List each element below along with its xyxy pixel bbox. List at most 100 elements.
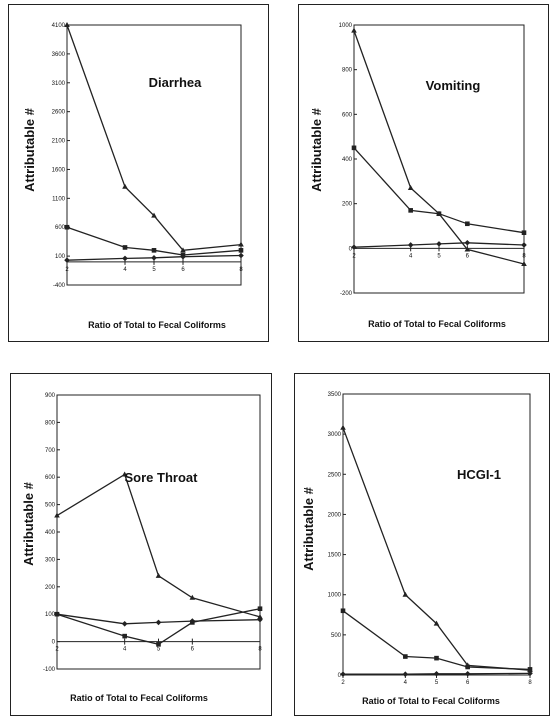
sore-throat-ytick-label: -100 [43,667,56,673]
sore-throat-chart: -100 0 100 200 300 400 500 600 700 800 900 2 4 5 6 8 Sor… [21,393,263,703]
hcgi-point-square [527,667,533,672]
vomiting-xtick-label: 5 [437,253,441,259]
diarrhea-point-diamond [151,255,157,261]
vomiting-ytick-label: 800 [342,68,353,74]
diarrhea-ytick-label: 600 [55,225,66,231]
diarrhea-ytick-label: 100 [55,254,66,260]
vomiting-point-square [521,230,527,235]
sore-throat-xtick-label: 2 [55,647,59,653]
vomiting-xtick-label: 6 [466,253,470,259]
vomiting-xlabel: Ratio of Total to Fecal Coliforms [368,319,506,329]
sore-throat-ytick-label: 600 [45,475,56,481]
vomiting-point-triangle [351,27,357,33]
sore-throat-ytick-label: 800 [45,420,56,426]
diarrhea-ytick-label: 4100 [52,23,66,29]
hcgi-point-diamond [402,671,409,677]
vomiting-ytick-label: 200 [342,202,353,208]
hcgi-xtick-label: 8 [528,680,532,686]
hcgi-xtick-label: 2 [341,680,345,686]
sore-throat-ytick-label: 900 [45,393,56,399]
hcgi-chart-title: HCGI-1 [457,467,501,482]
sore-throat-point-square [257,606,263,612]
diarrhea-xlabel: Ratio of Total to Fecal Coliforms [88,320,226,330]
vomiting-ytick-label: 0 [349,246,353,252]
diarrhea-point-square [122,245,128,250]
hcgi-ytick-label: 3000 [328,432,342,438]
sore-throat-chart-title: Sore Throat [125,470,199,485]
hcgi-xtick-label: 4 [404,680,408,686]
vomiting-ytick-label: -200 [340,291,353,297]
hcgi-point-square [340,608,346,614]
diarrhea-xtick-label: 2 [65,267,69,273]
vomiting-point-diamond [407,242,414,248]
diarrhea-xtick-label: 8 [239,267,243,273]
diarrhea-ylabel: Attributable # [22,107,37,192]
diarrhea-ytick-label: 3600 [52,52,66,58]
sore-throat-point-triangle [155,572,162,578]
sore-throat-plot-frame [56,394,261,670]
vomiting-chart: -200 0 200 400 600 800 1000 2 4 5 6 8 Vomiting Attrib… [309,23,527,329]
sore-throat-ytick-label: 700 [45,448,56,454]
diarrhea-point-diamond [64,257,70,263]
diarrhea-xtick-label: 5 [152,267,156,273]
sore-throat-point-triangle [257,613,263,619]
sore-throat-xtick-label: 6 [191,647,195,653]
sore-throat-point-square [122,633,127,639]
sore-throat-ytick-label: 100 [45,612,56,618]
diarrhea-point-diamond [180,253,186,260]
vomiting-chart-panel: -200 0 200 400 600 800 1000 2 4 5 6 8 Vomiting Attrib… [298,4,549,342]
diarrhea-point-square [64,224,70,230]
vomiting-chart-title: Vomiting [426,78,481,93]
vomiting-xtick-label: 2 [352,253,356,259]
sore-throat-point-diamond [121,620,128,627]
diarrhea-ytick-label: 2600 [52,110,66,116]
hcgi-ytick-label: 0 [338,673,342,679]
hcgi-ytick-label: 500 [331,633,342,639]
vomiting-xtick-label: 8 [522,253,526,259]
vomiting-ylabel: Attributable # [309,107,324,192]
sore-throat-point-diamond [257,616,263,623]
hcgi-point-diamond [340,671,346,677]
vomiting-point-square [351,145,357,151]
vomiting-xtick-label: 4 [409,253,413,259]
hcgi-xtick-label: 6 [466,680,470,686]
diarrhea-point-triangle [151,212,157,218]
vomiting-ytick-label: 1000 [339,23,353,29]
hcgi-chart-panel: 0 500 1000 1500 2000 2500 3000 3500 2 4 5 6 8 HCGI-1 A… [294,373,550,716]
vomiting-series-square-line [353,147,525,234]
diarrhea-ytick-label: 1100 [52,196,66,202]
sore-throat-ytick-label: 300 [45,557,56,563]
diarrhea-xtick-label: 4 [123,267,127,273]
sore-throat-ytick-label: 200 [45,585,56,591]
sore-throat-xtick-label: 5 [157,647,161,653]
hcgi-ytick-label: 2000 [328,512,342,518]
diarrhea-chart: -400 100 600 1100 1600 2100 2600 3100 3600 4100 2 4… [22,22,244,330]
hcgi-chart: 0 500 1000 1500 2000 2500 3000 3500 2 4 5 6 8 HCGI-1 A… [301,392,533,706]
vomiting-point-square [436,211,442,217]
sore-throat-series-triangle-line [56,473,261,618]
vomiting-point-triangle [407,185,414,191]
hcgi-point-diamond [464,670,471,677]
diarrhea-ytick-label: 3100 [52,81,66,87]
hcgi-point-square [465,664,470,670]
diarrhea-point-diamond [238,252,244,259]
sore-throat-ytick-label: 0 [52,640,56,646]
diarrhea-point-diamond [122,255,128,262]
sore-throat-point-triangle [54,512,60,518]
sore-throat-xlabel: Ratio of Total to Fecal Coliforms [70,693,208,703]
sore-throat-point-triangle [189,594,196,600]
vomiting-point-diamond [436,241,442,247]
hcgi-point-triangle [402,591,409,597]
hcgi-plot-frame [342,393,531,676]
sore-throat-point-diamond [54,611,60,617]
hcgi-point-diamond [433,670,440,677]
sore-throat-ytick-label: 500 [45,503,56,509]
diarrhea-point-triangle [238,241,244,247]
hcgi-xtick-label: 5 [435,680,439,686]
sore-throat-chart-panel: -100 0 100 200 300 400 500 600 700 800 900 2 4 5 6 8 Sor… [10,373,272,716]
diarrhea-ytick-label: 2100 [52,139,66,145]
diarrhea-point-triangle [64,22,70,27]
diarrhea-ytick-label: 1600 [52,167,66,173]
diarrhea-point-triangle [122,183,128,189]
hcgi-ytick-label: 1000 [328,593,342,599]
